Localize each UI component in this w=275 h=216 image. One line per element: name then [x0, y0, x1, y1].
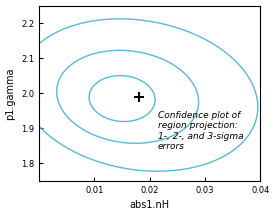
Y-axis label: p1.gamma: p1.gamma [6, 67, 16, 119]
X-axis label: abs1.nH: abs1.nH [130, 200, 170, 210]
Text: Confidence plot of
region projection:
1-, 2-, and 3-sigma
errors: Confidence plot of region projection: 1-… [158, 111, 244, 151]
